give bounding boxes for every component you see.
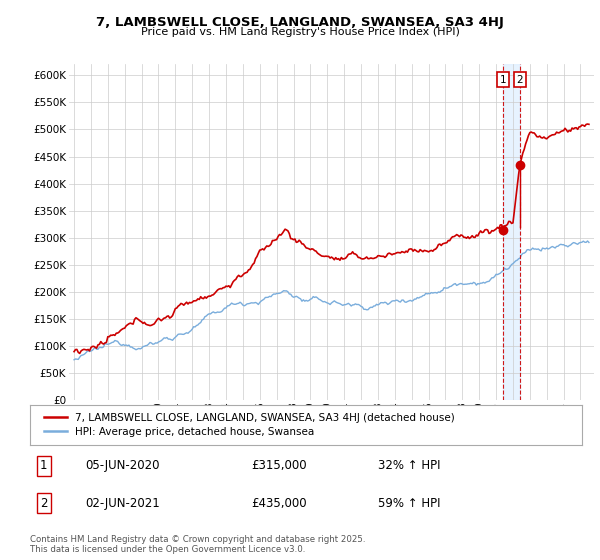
Text: Price paid vs. HM Land Registry's House Price Index (HPI): Price paid vs. HM Land Registry's House …	[140, 27, 460, 37]
Text: 32% ↑ HPI: 32% ↑ HPI	[378, 459, 440, 473]
Text: 2: 2	[517, 74, 523, 85]
Text: Contains HM Land Registry data © Crown copyright and database right 2025.
This d: Contains HM Land Registry data © Crown c…	[30, 535, 365, 554]
Text: 1: 1	[500, 74, 506, 85]
Text: 59% ↑ HPI: 59% ↑ HPI	[378, 497, 440, 510]
Legend: 7, LAMBSWELL CLOSE, LANGLAND, SWANSEA, SA3 4HJ (detached house), HPI: Average pr: 7, LAMBSWELL CLOSE, LANGLAND, SWANSEA, S…	[41, 410, 458, 440]
Text: 2: 2	[40, 497, 47, 510]
Text: 02-JUN-2021: 02-JUN-2021	[85, 497, 160, 510]
Text: 7, LAMBSWELL CLOSE, LANGLAND, SWANSEA, SA3 4HJ: 7, LAMBSWELL CLOSE, LANGLAND, SWANSEA, S…	[96, 16, 504, 29]
Text: 05-JUN-2020: 05-JUN-2020	[85, 459, 160, 473]
Bar	[503, 64, 520, 400]
Text: 1: 1	[40, 459, 47, 473]
Text: £315,000: £315,000	[251, 459, 307, 473]
Text: £435,000: £435,000	[251, 497, 307, 510]
